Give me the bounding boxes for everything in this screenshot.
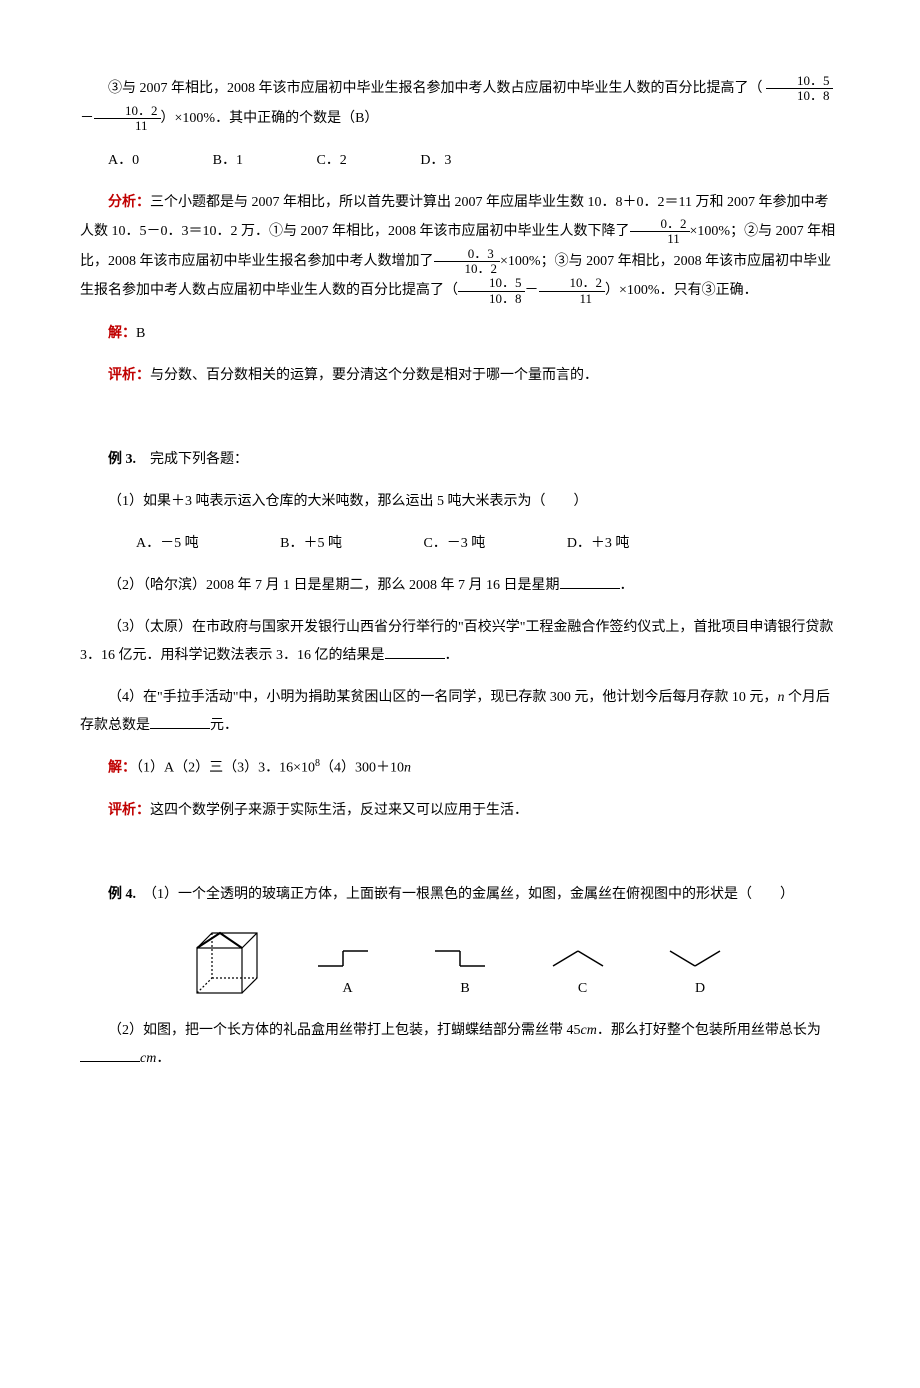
ex3-q4: （4）在"手拉手活动"中，小明为捐助某贫困山区的一名同学，现已存款 300 元，… <box>80 684 840 740</box>
choice-c: C．－3 吨 <box>395 530 485 558</box>
text: （1）一个全透明的玻璃正方体，上面嵌有一根黑色的金属丝，如图，金属丝在俯视图中的… <box>150 887 794 902</box>
text: ③与 2007 年相比，2008 年该市应届初中毕业生报名参加中考人数占应届初中… <box>108 81 763 96</box>
choice-b: B．＋5 吨 <box>252 530 342 558</box>
choice-d: D．＋3 吨 <box>539 530 630 558</box>
text: （4）300＋10 <box>320 761 404 776</box>
text: ．那么打好整个包装所用丝带总长为 <box>597 1023 821 1038</box>
text: （4）在"手拉手活动"中，小明为捐助某贫困山区的一名同学，现已存款 300 元，… <box>108 690 777 705</box>
choice-a: A．－5 吨 <box>108 530 199 558</box>
text: ． <box>620 578 634 593</box>
comment-text: 与分数、百分数相关的运算，要分清这个分数是相对于哪一个量而言的． <box>150 368 598 383</box>
example-label: 例 3. <box>108 452 136 467</box>
ex3-q1: （1）如果＋3 吨表示运入仓库的大米吨数，那么运出 5 吨大米表示为（ ） <box>80 488 840 516</box>
option-label: A <box>313 975 383 1003</box>
unit-cm: cm <box>140 1051 156 1066</box>
option-label: C <box>548 975 618 1003</box>
unit-cm: cm <box>581 1023 597 1038</box>
fraction: 0．2 11 <box>630 217 690 247</box>
text: 元． <box>210 718 238 733</box>
option-label: B <box>430 975 500 1003</box>
fraction: 10．5 10．8 <box>458 276 525 306</box>
text: （1）A（2）三（3）3．16×10 <box>136 761 315 776</box>
var-n: n <box>404 761 411 776</box>
text: 完成下列各题： <box>150 452 248 467</box>
fraction: 0．3 10．2 <box>434 247 501 277</box>
choice-b: B．1 <box>213 147 243 175</box>
example-label: 例 4. <box>108 887 136 902</box>
solution-line: 解：B <box>80 320 840 348</box>
ex3-q2: （2）（哈尔滨）2008 年 7 月 1 日是星期二，那么 2008 年 7 月… <box>80 572 840 600</box>
shape-d-icon <box>665 946 735 971</box>
shape-b-icon <box>430 946 500 971</box>
blank-field <box>385 644 445 659</box>
shape-c-icon <box>548 946 618 971</box>
text: ）×100%．其中正确的个数是（B） <box>161 111 379 126</box>
analysis-label: 分析： <box>108 195 150 210</box>
solve-label: 解： <box>108 761 136 776</box>
choice-c: C．2 <box>316 147 346 175</box>
fraction: 10．2 11 <box>94 104 161 134</box>
blank-field <box>560 574 620 589</box>
option-a-figure: A <box>313 946 383 1003</box>
example-3-title: 例 3. 完成下列各题： <box>80 446 840 474</box>
comment-label: 评析： <box>108 368 150 383</box>
ex3-q1-choices: A．－5 吨 B．＋5 吨 C．－3 吨 D．＋3 吨 <box>80 530 840 558</box>
fraction: 10．2 11 <box>539 276 606 306</box>
text: ）×100%．只有③正确． <box>605 283 758 298</box>
solve-text: B <box>136 326 145 341</box>
cube-figure <box>185 923 265 1003</box>
option-d-figure: D <box>665 946 735 1003</box>
ex4-q2: （2）如图，把一个长方体的礼品盒用丝带打上包装，打蝴蝶结部分需丝带 45cm．那… <box>80 1017 840 1073</box>
option-c-figure: C <box>548 946 618 1003</box>
blank-field <box>150 714 210 729</box>
text: （2）如图，把一个长方体的礼品盒用丝带打上包装，打蝴蝶结部分需丝带 45 <box>108 1023 581 1038</box>
example-4-q1: 例 4. （1）一个全透明的玻璃正方体，上面嵌有一根黑色的金属丝，如图，金属丝在… <box>80 881 840 909</box>
text: 这四个数学例子来源于实际生活，反过来又可以应用于生活． <box>150 803 528 818</box>
fraction: 10．5 10．8 <box>766 74 833 104</box>
choice-d: D．3 <box>420 147 451 175</box>
blank-field <box>80 1047 140 1062</box>
paragraph-stmt3: ③与 2007 年相比，2008 年该市应届初中毕业生报名参加中考人数占应届初中… <box>80 74 840 133</box>
solve-label: 解： <box>108 326 136 341</box>
option-label: D <box>665 975 735 1003</box>
comment-label: 评析： <box>108 803 150 818</box>
text: （1）如果＋3 吨表示运入仓库的大米吨数，那么运出 5 吨大米表示为（ ） <box>108 494 588 509</box>
option-b-figure: B <box>430 946 500 1003</box>
ex3-q3: （3）（太原）在市政府与国家开发银行山西省分行举行的"百校兴学"工程金融合作签约… <box>80 614 840 670</box>
analysis-paragraph: 分析：三个小题都是与 2007 年相比，所以首先要计算出 2007 年应届毕业生… <box>80 189 840 306</box>
ex3-solution: 解：（1）A（2）三（3）3．16×108（4）300＋10n <box>80 754 840 783</box>
choice-a: A．0 <box>108 147 139 175</box>
text: （2）（哈尔滨）2008 年 7 月 1 日是星期二，那么 2008 年 7 月… <box>108 578 560 593</box>
choice-row: A．0 B．1 C．2 D．3 <box>80 147 840 175</box>
shape-a-icon <box>313 946 383 971</box>
ex3-comment: 评析：这四个数学例子来源于实际生活，反过来又可以应用于生活． <box>80 797 840 825</box>
cube-icon <box>185 923 265 1003</box>
text: ． <box>156 1051 170 1066</box>
text: ． <box>445 648 459 663</box>
comment-line: 评析：与分数、百分数相关的运算，要分清这个分数是相对于哪一个量而言的． <box>80 362 840 390</box>
figure-row: A B C D <box>80 923 840 1003</box>
